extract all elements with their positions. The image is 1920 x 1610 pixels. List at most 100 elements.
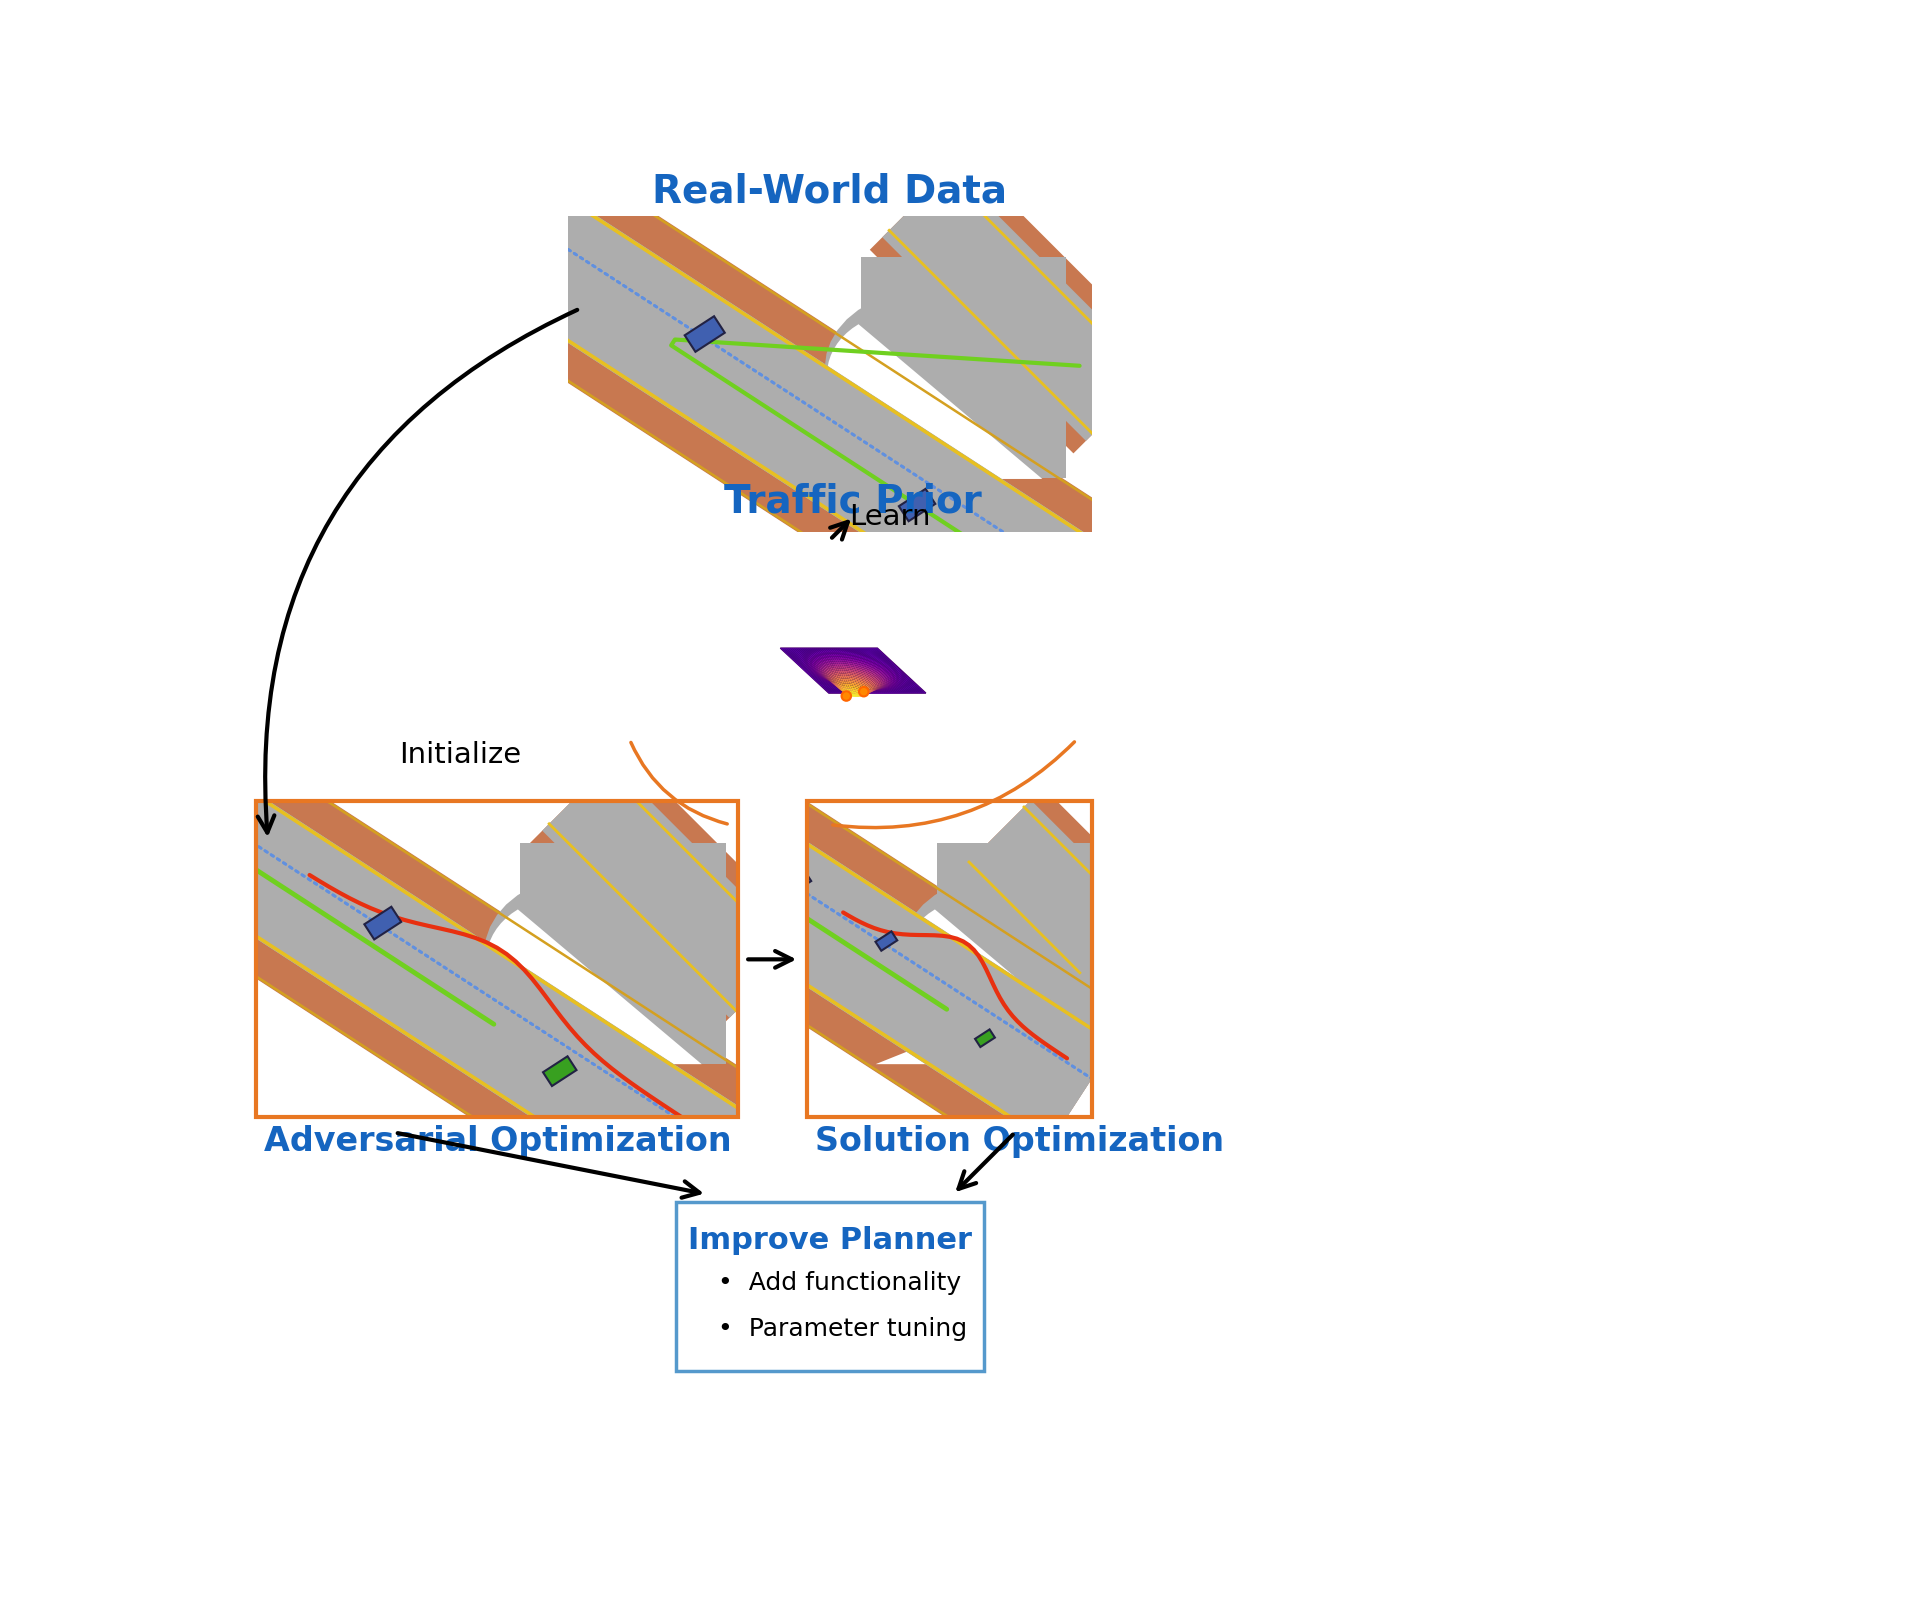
Polygon shape [829, 681, 831, 683]
Polygon shape [818, 668, 820, 671]
Polygon shape [820, 667, 822, 670]
Polygon shape [839, 684, 841, 687]
Polygon shape [824, 670, 826, 671]
Polygon shape [851, 683, 852, 686]
Polygon shape [822, 668, 824, 671]
Polygon shape [826, 668, 829, 671]
Polygon shape [866, 670, 868, 673]
Polygon shape [818, 668, 822, 670]
Polygon shape [841, 676, 843, 679]
Polygon shape [975, 1029, 995, 1046]
Polygon shape [828, 671, 829, 675]
Polygon shape [831, 679, 833, 683]
Polygon shape [816, 670, 820, 673]
Polygon shape [860, 679, 864, 683]
Polygon shape [845, 692, 847, 696]
Polygon shape [876, 681, 879, 683]
Polygon shape [824, 676, 828, 678]
Polygon shape [876, 683, 877, 684]
Polygon shape [828, 678, 829, 681]
Polygon shape [883, 673, 885, 676]
Polygon shape [835, 684, 837, 687]
Polygon shape [833, 663, 837, 667]
Polygon shape [831, 660, 835, 662]
Polygon shape [870, 662, 872, 663]
Polygon shape [872, 665, 876, 667]
Polygon shape [854, 668, 858, 671]
Polygon shape [845, 684, 849, 686]
Polygon shape [879, 676, 883, 679]
Polygon shape [829, 681, 833, 683]
Polygon shape [831, 676, 833, 679]
Polygon shape [860, 692, 864, 696]
Polygon shape [851, 671, 852, 675]
Polygon shape [876, 676, 877, 678]
Polygon shape [833, 678, 835, 681]
Polygon shape [950, 787, 1154, 992]
Polygon shape [854, 662, 856, 663]
Polygon shape [877, 675, 881, 678]
Polygon shape [828, 670, 831, 673]
Polygon shape [812, 667, 816, 668]
Polygon shape [879, 683, 883, 684]
Polygon shape [862, 673, 866, 676]
Polygon shape [868, 689, 870, 691]
Polygon shape [816, 663, 820, 665]
Polygon shape [881, 678, 883, 679]
Polygon shape [866, 691, 868, 692]
Polygon shape [876, 665, 877, 668]
Polygon shape [877, 681, 881, 683]
Polygon shape [845, 670, 847, 673]
Polygon shape [835, 670, 837, 673]
Polygon shape [816, 673, 820, 675]
Polygon shape [874, 667, 876, 668]
Polygon shape [810, 663, 812, 665]
Polygon shape [872, 660, 874, 662]
Polygon shape [814, 662, 818, 663]
Polygon shape [843, 692, 847, 694]
Polygon shape [808, 663, 810, 665]
Polygon shape [885, 676, 889, 678]
Polygon shape [365, 906, 401, 940]
Polygon shape [868, 660, 872, 662]
Polygon shape [854, 665, 856, 668]
Polygon shape [833, 683, 835, 686]
Polygon shape [870, 670, 874, 671]
Polygon shape [822, 675, 824, 676]
Polygon shape [824, 671, 828, 673]
Polygon shape [883, 671, 885, 673]
Polygon shape [843, 684, 847, 686]
Polygon shape [845, 686, 847, 689]
Polygon shape [820, 676, 824, 678]
Polygon shape [833, 683, 835, 684]
Polygon shape [862, 679, 866, 683]
Polygon shape [870, 681, 874, 684]
Polygon shape [831, 683, 835, 684]
Polygon shape [866, 675, 868, 678]
Polygon shape [835, 684, 837, 687]
Polygon shape [851, 687, 852, 691]
Polygon shape [860, 689, 864, 692]
Polygon shape [814, 670, 818, 671]
Polygon shape [829, 679, 833, 683]
Polygon shape [822, 665, 826, 667]
Polygon shape [837, 678, 841, 681]
Polygon shape [818, 663, 822, 665]
Polygon shape [818, 667, 820, 668]
Polygon shape [845, 689, 847, 692]
Polygon shape [856, 681, 858, 684]
Polygon shape [820, 670, 822, 671]
Polygon shape [851, 675, 854, 678]
Polygon shape [872, 676, 876, 679]
Polygon shape [814, 658, 818, 660]
Polygon shape [858, 657, 860, 658]
Polygon shape [814, 667, 818, 668]
Polygon shape [854, 692, 858, 694]
Polygon shape [816, 665, 820, 667]
Polygon shape [828, 663, 831, 665]
Polygon shape [877, 683, 881, 684]
Polygon shape [814, 665, 818, 668]
Polygon shape [221, 810, 255, 840]
Polygon shape [874, 684, 876, 686]
Polygon shape [872, 686, 876, 689]
